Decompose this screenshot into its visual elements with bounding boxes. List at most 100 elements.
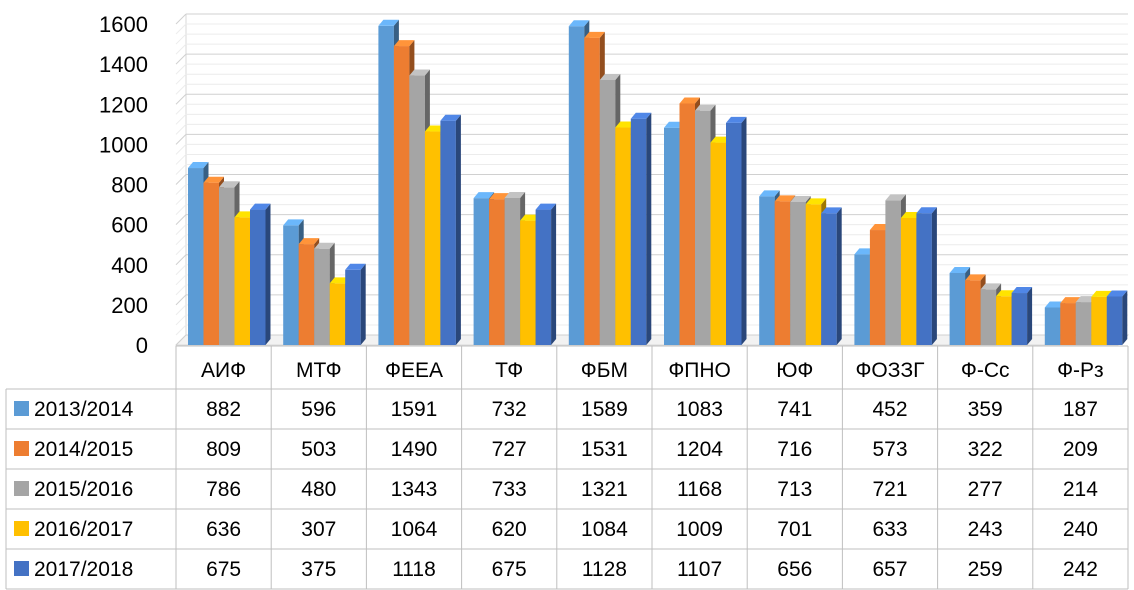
bar-front	[378, 26, 394, 345]
gridline-side	[176, 235, 186, 245]
bar	[1107, 290, 1128, 345]
bar-front	[536, 210, 552, 345]
y-tick-label: 1000	[99, 132, 148, 157]
gridline-side	[176, 315, 186, 325]
bar	[440, 115, 461, 345]
bar-front	[394, 46, 410, 345]
bar-front	[916, 213, 932, 345]
bar-front	[235, 217, 251, 345]
gridline-side	[176, 215, 186, 225]
bar-front	[806, 204, 822, 345]
bar-front	[615, 128, 631, 345]
data-label: 701	[777, 518, 812, 541]
bar-front	[680, 103, 696, 345]
data-label: 732	[492, 398, 527, 421]
gridline-side	[176, 124, 186, 134]
data-label: 1343	[391, 478, 438, 501]
gridline-side	[176, 255, 186, 265]
bar-front	[775, 201, 791, 345]
bar	[821, 207, 842, 345]
x-tick-label: ФОЗЗГ	[855, 359, 924, 382]
gridline-side	[176, 24, 186, 34]
x-tick-label: ФЕЕА	[385, 359, 443, 382]
bar-front	[726, 123, 742, 345]
x-tick-label: ЮФ	[776, 359, 813, 382]
bar-front	[664, 128, 680, 345]
gridline-side	[176, 114, 186, 124]
y-tick-label: 600	[111, 213, 148, 238]
data-label: 277	[968, 478, 1003, 501]
bar-front	[1060, 303, 1076, 345]
data-label: 636	[206, 518, 241, 541]
bar-side	[837, 207, 842, 345]
gridline-side	[176, 195, 186, 205]
gridline-side	[176, 54, 186, 64]
gridline-side	[176, 205, 186, 215]
data-label: 786	[206, 478, 241, 501]
bar-front	[854, 254, 870, 345]
bar-front	[1091, 297, 1107, 345]
bar-front	[219, 187, 235, 345]
x-tick-label: ФБМ	[581, 359, 628, 382]
y-tick-label: 200	[111, 293, 148, 318]
bar-front	[965, 280, 981, 345]
data-label: 240	[1063, 518, 1098, 541]
gridline-side	[176, 305, 186, 315]
bar-front	[345, 270, 361, 345]
data-label: 1084	[581, 518, 628, 541]
gridline-side	[176, 175, 186, 185]
data-label: 1321	[581, 478, 628, 501]
data-label: 727	[492, 438, 527, 461]
legend-label: 2013/2014	[34, 398, 134, 421]
gridline-side	[176, 295, 186, 305]
legend-label: 2017/2018	[34, 558, 133, 581]
bar	[1012, 287, 1033, 345]
bar-front	[569, 26, 585, 345]
gridline-side	[176, 94, 186, 104]
data-label: 573	[872, 438, 907, 461]
bar	[726, 117, 747, 345]
bar-front	[821, 213, 837, 345]
data-label: 1107	[677, 558, 722, 581]
bar-front	[901, 218, 917, 345]
data-label: 656	[777, 558, 812, 581]
data-label: 503	[301, 438, 336, 461]
data-label: 307	[301, 518, 336, 541]
plot-area	[188, 20, 1127, 345]
x-tick-label: Ф-Сс	[961, 359, 1010, 382]
gridline-side	[176, 225, 186, 235]
bar-side	[742, 117, 747, 345]
bar-front	[1107, 296, 1123, 345]
bar-front	[425, 132, 441, 345]
legend-swatch	[14, 401, 29, 416]
bar-front	[1045, 307, 1061, 345]
data-label: 1531	[581, 438, 628, 461]
bar-front	[631, 119, 647, 345]
gridline-side	[176, 265, 186, 275]
legend-label: 2015/2016	[34, 478, 133, 501]
legend-swatch	[14, 561, 29, 576]
data-label: 657	[872, 558, 907, 581]
data-label: 1490	[391, 438, 438, 461]
data-label: 259	[968, 558, 1003, 581]
gridline-side	[176, 44, 186, 54]
bar-front	[520, 221, 536, 345]
data-label: 1168	[677, 478, 722, 501]
data-label: 596	[301, 398, 336, 421]
legend-label: 2016/2017	[34, 518, 133, 541]
bar-front	[188, 168, 204, 345]
data-label: 322	[968, 438, 1003, 461]
data-label: 1009	[676, 518, 723, 541]
y-tick-label: 0	[136, 333, 148, 358]
bar-front	[870, 230, 886, 345]
y-tick-label: 1200	[99, 92, 148, 117]
data-label: 675	[206, 558, 241, 581]
bar-front	[299, 244, 315, 345]
data-label: 882	[206, 398, 241, 421]
x-tick-label: МТФ	[296, 359, 342, 382]
data-label: 633	[872, 518, 907, 541]
data-label: 1589	[581, 398, 628, 421]
x-tick-label: Ф-Рз	[1057, 359, 1104, 382]
gridline-side	[176, 154, 186, 164]
